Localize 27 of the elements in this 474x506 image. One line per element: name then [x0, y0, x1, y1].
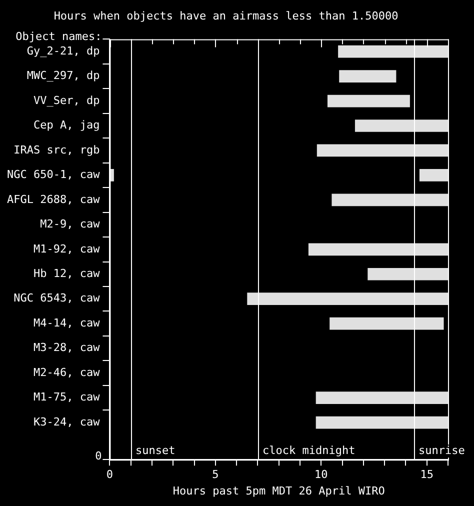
- y-tick-label: NGC 650-1, caw: [6, 168, 100, 182]
- y-tick-label: K3-24, caw: [33, 415, 100, 428]
- y-tick-label: M3-28, caw: [33, 341, 100, 354]
- y-tick-label: IRAS src, rgb: [14, 143, 100, 156]
- y-tick-label: AFGL 2688, caw: [6, 192, 100, 206]
- y-tick-label: Gy_2-21, dp: [26, 44, 100, 58]
- y-tick-label: M4-14, caw: [33, 316, 100, 330]
- x-tick-label: 10: [314, 468, 328, 482]
- x-tick-label: 15: [420, 468, 434, 482]
- x-axis-title: Hours past 5pm MDT 26 April WIRO: [172, 484, 385, 498]
- chart-title: Hours when objects have an airmass less than 1.50000: [54, 9, 398, 22]
- y-tick-label: M1-75, caw: [33, 390, 100, 404]
- y-tick-label: M1-92, caw: [33, 242, 100, 256]
- y-tick-label: M2-46, caw: [33, 366, 100, 379]
- ref-line-label: sunset: [136, 444, 176, 457]
- y-axis-title: Object names:: [16, 30, 102, 44]
- text: 0: [95, 449, 102, 462]
- y-tick-label: NGC 6543, caw: [14, 292, 100, 305]
- y-tick-label: Hb 12, caw: [33, 266, 100, 280]
- x-tick-label: 0: [106, 468, 114, 482]
- ref-line-label: sunrise: [418, 444, 465, 457]
- y-tick-label: VV_Ser, dp: [33, 94, 100, 107]
- y-tick-label: M2-9, caw: [40, 218, 100, 231]
- x-tick-label: 5: [212, 468, 219, 482]
- y-tick-label: Cep A, jag: [33, 118, 100, 132]
- y-tick-label: MWC_297, dp: [26, 69, 100, 82]
- ref-line-label: clock midnight: [262, 444, 356, 457]
